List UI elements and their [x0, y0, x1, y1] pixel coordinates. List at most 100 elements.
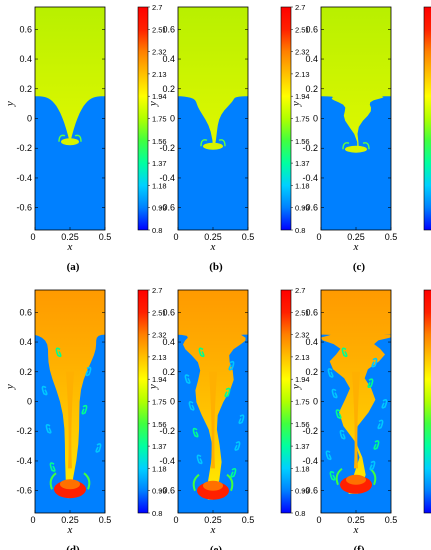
mixing-wisp: [373, 440, 380, 450]
panel-caption: (c): [353, 261, 366, 273]
y-tick-label: -0.2: [302, 143, 318, 153]
x-axis-title: x: [353, 524, 359, 536]
density-field: [178, 290, 248, 513]
colorbar-tick-label: 1.18: [295, 464, 310, 473]
colorbar: [423, 6, 431, 231]
mixing-wisp: [45, 424, 52, 434]
colorbar-tick-label: 1.94: [295, 375, 310, 384]
colorbar-tick-label: 1.37: [152, 442, 167, 451]
panel-caption: (e): [210, 544, 223, 550]
y-tick-label: 0.2: [305, 84, 318, 94]
colorbar: [280, 6, 292, 231]
colorbar-tick-label: 2.7: [295, 3, 305, 12]
mixing-wisp: [230, 467, 237, 478]
mixing-wisp: [49, 462, 56, 472]
cap-rollup: [58, 134, 82, 142]
x-tick-label: 0.25: [347, 515, 365, 525]
y-tick-label: 0.2: [162, 367, 175, 377]
y-tick-label: 0.4: [162, 337, 175, 347]
x-tick-label: 0.25: [61, 232, 79, 242]
x-tick-label: 0: [173, 515, 178, 525]
colorbar-tick-label: 1.75: [295, 115, 310, 124]
x-axis-title: x: [67, 524, 73, 536]
mixing-wisp: [327, 368, 334, 378]
y-tick-label: 0.4: [305, 337, 318, 347]
y-axis-title: y: [4, 384, 16, 390]
colorbar-tick-label: 1.37: [295, 159, 310, 168]
mixing-wisp: [228, 360, 235, 371]
colorbar-tick-label: 1.94: [152, 92, 167, 101]
y-tick-label: 0: [27, 114, 32, 124]
y-tick-label: -0.6: [159, 203, 175, 213]
rollup: [49, 472, 91, 490]
y-tick-label: 0.4: [19, 337, 32, 347]
y-tick-label: 0: [170, 114, 175, 124]
colorbar-tick-label: 1.75: [152, 115, 167, 124]
x-tick-label: 0: [173, 232, 178, 242]
mixing-wisp: [81, 404, 88, 415]
y-tick-label: -0.6: [159, 486, 175, 496]
colorbar-tick-label: 0.99: [152, 204, 167, 213]
mixing-wisp: [41, 385, 48, 396]
mixing-wisp: [331, 388, 338, 399]
panel-c: 0.6 0.4 0.2 0 -0.2 -0.4 -0.6 0 0.25 0.5 x y 2.7 2.51 2…: [290, 6, 431, 273]
spike-cap: [345, 145, 367, 153]
mixing-wisp: [55, 347, 62, 358]
colorbar-tick-label: 1.56: [152, 137, 167, 146]
y-tick-label: -0.6: [302, 486, 318, 496]
y-axis-title: y: [147, 101, 159, 107]
mixing-wisp: [377, 419, 384, 430]
y-tick-label: 0: [313, 114, 318, 124]
spike-head-core: [60, 479, 80, 490]
y-tick-label: 0.6: [305, 24, 318, 34]
panel-caption: (b): [209, 261, 223, 273]
colorbar-tick-label: 1.37: [152, 159, 167, 168]
density-field: [321, 290, 391, 513]
colorbar-tick-label: 2.13: [152, 353, 167, 362]
x-tick-label: 0: [30, 232, 35, 242]
colorbar-tick-label: 0.99: [295, 204, 310, 213]
y-tick-label: 0.4: [305, 54, 318, 64]
colorbar-tick-label: 2.51: [295, 25, 310, 34]
spike-stem: [66, 371, 74, 469]
colorbar-tick-label: 1.56: [295, 137, 310, 146]
y-tick-label: 0.2: [19, 367, 32, 377]
cap-rollup: [342, 142, 370, 150]
mixing-wisp: [325, 450, 332, 461]
colorbar-tick-label: 2.13: [295, 70, 310, 79]
colorbar-tick-label: 2.13: [295, 353, 310, 362]
colorbar-tick-label: 0.8: [295, 226, 305, 235]
panel-caption: (a): [67, 261, 80, 273]
y-axis-title: y: [290, 384, 302, 390]
y-tick-label: -0.6: [16, 203, 32, 213]
mixing-wisp: [192, 427, 199, 438]
x-tick-label: 0.5: [385, 515, 398, 525]
y-tick-label: -0.4: [159, 456, 175, 466]
panel-e: 0.6 0.4 0.2 0 -0.2 -0.4 -0.6 0 0.25 0.5 x y 2.7 2.51 2…: [147, 286, 310, 550]
panel-a: 0.6 0.4 0.2 0 -0.2 -0.4 -0.6 0 0.25 0.5 x y 2.7 2.51 2…: [4, 3, 167, 273]
colorbar: [423, 289, 431, 514]
mixing-wisp: [329, 471, 336, 481]
colorbar-tick-label: 2.32: [295, 48, 310, 57]
x-tick-label: 0.25: [347, 232, 365, 242]
panel-d: 0.6 0.4 0.2 0 -0.2 -0.4 -0.6 0 0.25 0.5 x y 2.7 2.51 2…: [4, 286, 167, 550]
colorbar-tick-label: 0.8: [152, 509, 162, 518]
x-tick-label: 0: [316, 232, 321, 242]
y-tick-label: -0.2: [302, 426, 318, 436]
colorbar-tick-label: 0.8: [152, 226, 162, 235]
colorbar-tick-label: 1.37: [295, 442, 310, 451]
mixing-wisp: [234, 441, 241, 451]
cap-rollup: [200, 139, 226, 147]
y-tick-label: 0.4: [162, 54, 175, 64]
x-tick-label: 0.5: [242, 515, 255, 525]
panel-caption: (f): [354, 544, 365, 550]
spike-cap: [203, 142, 223, 150]
colorbar: [280, 289, 292, 514]
density-field: [35, 290, 105, 513]
y-tick-label: 0.6: [162, 307, 175, 317]
colorbar-tick-label: 2.32: [152, 331, 167, 340]
y-tick-label: -0.4: [302, 173, 318, 183]
colorbar-tick-label: 1.18: [152, 181, 167, 190]
colorbar: [137, 289, 149, 514]
